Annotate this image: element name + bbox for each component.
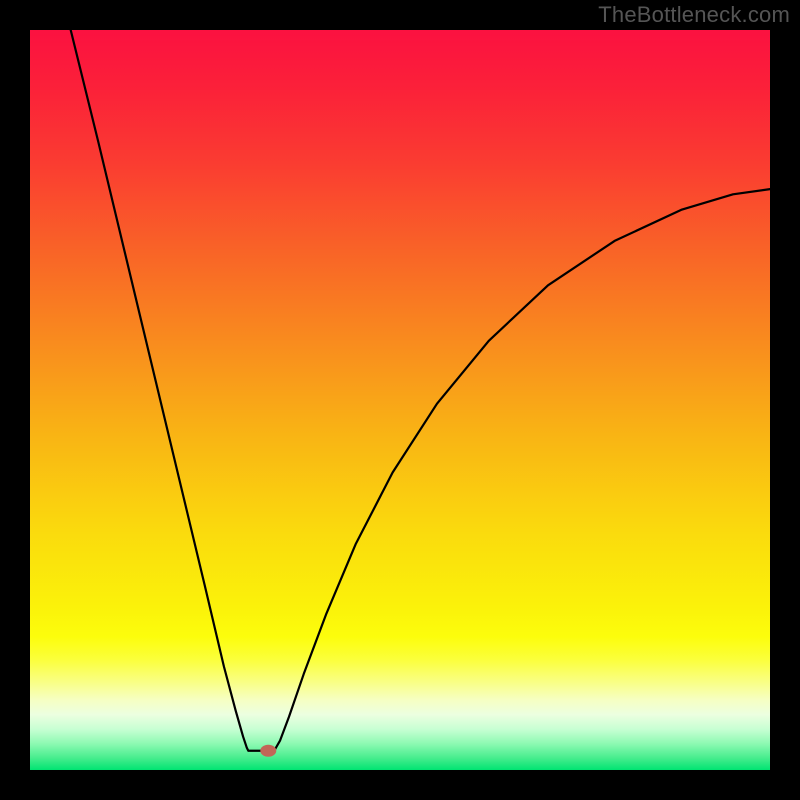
- watermark-text: TheBottleneck.com: [598, 2, 790, 28]
- plot-background: [30, 30, 770, 770]
- minimum-marker: [260, 745, 276, 757]
- bottleneck-chart: [0, 0, 800, 800]
- chart-stage: TheBottleneck.com: [0, 0, 800, 800]
